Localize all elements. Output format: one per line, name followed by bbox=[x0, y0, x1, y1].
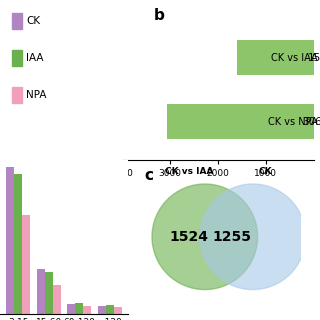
Text: CK: CK bbox=[259, 167, 272, 176]
Bar bbox=[6, 167, 14, 314]
Bar bbox=[12, 50, 22, 66]
Text: b: b bbox=[154, 8, 164, 23]
Text: IAA: IAA bbox=[26, 53, 44, 63]
Bar bbox=[53, 285, 61, 314]
Text: 1255: 1255 bbox=[212, 230, 252, 244]
Bar bbox=[98, 306, 106, 314]
Bar bbox=[167, 104, 314, 139]
Text: c: c bbox=[144, 168, 153, 183]
Text: CK: CK bbox=[26, 16, 40, 26]
Bar bbox=[67, 304, 75, 314]
Text: 1524: 1524 bbox=[169, 230, 208, 244]
Bar bbox=[114, 307, 122, 314]
Bar bbox=[12, 86, 22, 103]
Text: 3060: 3060 bbox=[302, 116, 320, 127]
Bar bbox=[12, 13, 22, 29]
Text: CK vs IAA: CK vs IAA bbox=[271, 52, 317, 63]
Circle shape bbox=[200, 184, 306, 290]
Bar bbox=[83, 306, 91, 314]
Bar bbox=[106, 305, 114, 314]
Bar bbox=[22, 215, 30, 314]
Text: CK vs NPA: CK vs NPA bbox=[268, 116, 317, 127]
Circle shape bbox=[152, 184, 258, 290]
Bar bbox=[75, 303, 83, 314]
Bar bbox=[45, 272, 53, 314]
Text: CK vs IAA: CK vs IAA bbox=[164, 167, 213, 176]
Bar bbox=[14, 174, 22, 314]
Text: NPA: NPA bbox=[26, 90, 46, 100]
Bar bbox=[237, 40, 314, 75]
Text: 1595: 1595 bbox=[308, 52, 320, 63]
Bar bbox=[37, 269, 45, 314]
